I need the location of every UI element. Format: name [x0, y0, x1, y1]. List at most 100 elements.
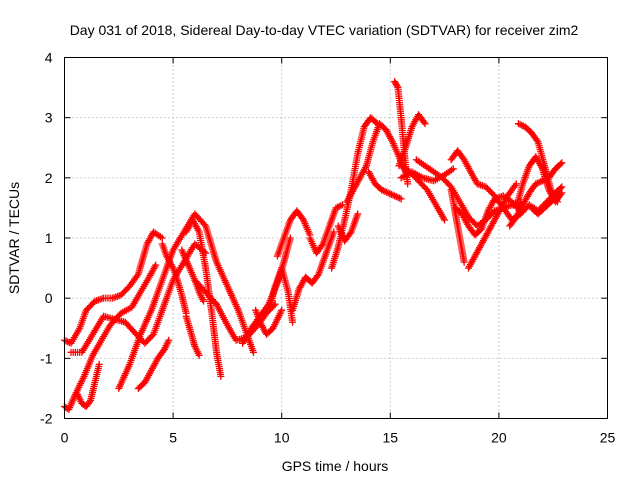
data-points	[61, 78, 566, 413]
data-point	[95, 360, 103, 368]
series-track-4	[67, 240, 210, 356]
series-track-6	[134, 336, 173, 392]
data-point	[165, 336, 173, 344]
data-point	[335, 202, 343, 210]
chart-title: Day 031 of 2018, Sidereal Day-to-day VTE…	[70, 22, 579, 38]
series-track-28	[447, 186, 468, 266]
series-track-30	[464, 180, 520, 272]
x-tick-label: 15	[383, 430, 399, 446]
data-point	[391, 192, 399, 200]
x-tick-label: 10	[274, 430, 290, 446]
x-tick-label: 25	[600, 430, 616, 446]
data-point	[389, 191, 397, 199]
series-track-34	[527, 192, 562, 218]
series-track-5	[115, 210, 257, 392]
data-point	[392, 81, 400, 89]
series-track-32	[512, 153, 566, 212]
series-track-8	[182, 312, 203, 359]
data-point	[558, 183, 566, 191]
data-point	[518, 121, 526, 129]
y-tick-label: 3	[45, 110, 53, 126]
series-track-19	[343, 120, 410, 206]
data-point	[540, 176, 548, 184]
data-point	[314, 272, 322, 280]
data-point	[382, 188, 390, 196]
data-point	[346, 229, 354, 237]
series-track-21	[365, 168, 405, 203]
data-point	[396, 194, 404, 202]
y-tick-label: 4	[45, 50, 53, 66]
data-point	[533, 136, 541, 144]
x-tick-label: 0	[61, 430, 69, 446]
data-point	[379, 187, 387, 195]
data-point	[195, 351, 203, 359]
data-point	[514, 120, 522, 128]
series-track-16	[289, 228, 338, 314]
data-point	[557, 190, 565, 198]
y-axis-label: SDTVAR / TECUs	[6, 182, 22, 294]
data-point	[552, 193, 560, 201]
y-tick-label: 0	[45, 290, 53, 306]
data-point	[516, 120, 524, 128]
data-point	[557, 184, 565, 192]
data-point	[278, 306, 286, 314]
series-track-26	[397, 162, 449, 224]
y-tick-label: -1	[40, 350, 53, 366]
data-point	[460, 258, 468, 266]
data-point	[386, 190, 394, 198]
data-point	[152, 261, 160, 269]
grid-lines	[64, 57, 608, 419]
data-point	[404, 180, 412, 188]
data-point	[249, 348, 257, 356]
series-track-15	[267, 264, 297, 326]
data-point	[554, 192, 562, 200]
data-point	[62, 337, 70, 345]
series-track-1	[61, 228, 166, 347]
x-axis-label: GPS time / hours	[282, 458, 389, 474]
data-point	[381, 187, 389, 195]
data-point	[397, 195, 405, 203]
series-track-33	[506, 159, 566, 230]
data-point	[318, 242, 326, 250]
series-track-17	[306, 201, 347, 257]
axis-ticks: 0 5 10 15 20 25 -2 -1 0 1 2 3 4	[40, 50, 615, 446]
data-point	[532, 180, 540, 188]
data-point	[158, 234, 166, 242]
data-point	[289, 318, 297, 326]
x-tick-label: 5	[169, 430, 177, 446]
data-point	[538, 177, 546, 185]
data-point	[420, 118, 428, 126]
x-tick-label: 20	[491, 430, 507, 446]
series-track-10	[182, 216, 225, 380]
data-point	[449, 165, 457, 173]
data-point	[557, 160, 565, 168]
series-track-20	[334, 210, 362, 245]
data-point	[148, 332, 156, 340]
y-tick-label: 1	[45, 230, 53, 246]
data-point	[441, 216, 449, 224]
data-point	[421, 120, 429, 128]
data-point	[542, 175, 550, 183]
data-point	[200, 297, 208, 305]
data-point	[558, 159, 566, 167]
data-point	[394, 193, 402, 201]
data-point	[384, 189, 392, 197]
series-track-13	[252, 306, 286, 338]
data-point	[354, 210, 362, 218]
data-point	[535, 178, 543, 186]
data-point	[387, 190, 395, 198]
data-point	[391, 78, 399, 86]
data-point	[286, 234, 294, 242]
series-track-14	[273, 207, 314, 260]
series-track-23	[395, 111, 429, 170]
data-point	[200, 220, 208, 228]
series-track-7	[158, 240, 190, 317]
data-point	[392, 193, 400, 201]
data-point	[334, 203, 342, 211]
data-point	[537, 178, 545, 186]
data-point	[391, 79, 399, 87]
data-point	[378, 186, 386, 194]
data-point	[512, 180, 520, 188]
